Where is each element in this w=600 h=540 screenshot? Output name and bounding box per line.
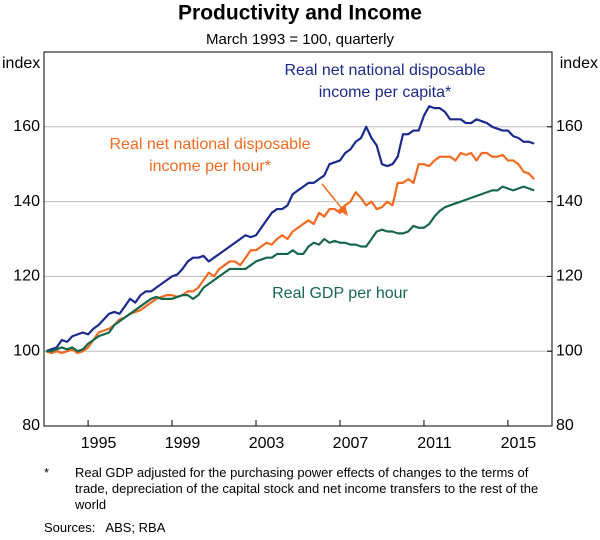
y-tick-label: 100 [13,342,40,359]
y-tick-label: 140 [13,193,40,210]
y2-tick-label: 100 [556,342,583,359]
series-label: Real GDP per hour [272,285,408,302]
x-tick-label: 2007 [333,435,369,452]
x-tick-label: 1995 [81,435,117,452]
plot-frame [43,51,553,427]
series-line [46,185,535,353]
series-label: Real net national disposable income per … [109,136,311,175]
y-axis-label: index [2,55,40,72]
chart-subtitle: March 1993 = 100, quarterly [206,31,395,48]
x-tick-label: 2003 [249,435,285,452]
series-label: Real net national disposable income per … [284,62,486,101]
y2-tick-label: 120 [556,268,583,285]
y2-tick-label: 160 [556,118,583,135]
chart-title: Productivity and Income [178,2,422,25]
y2-axis-label: index [560,55,598,72]
footnote-marker: * [44,465,50,480]
annotation-arrow [321,183,345,212]
y-tick-label: 120 [13,268,40,285]
y-tick-label: 160 [13,118,40,135]
y2-tick-label: 140 [556,193,583,210]
y-tick-label: 80 [22,417,40,434]
sources: Sources: ABS; RBA [44,520,166,535]
series-line [45,105,535,353]
footnote: Real GDP adjusted for the purchasing pow… [75,465,539,512]
y2-tick-label: 80 [556,417,574,434]
x-tick-label: 2011 [417,435,452,452]
x-tick-label: 2015 [501,435,537,452]
x-tick-label: 1999 [165,435,201,452]
